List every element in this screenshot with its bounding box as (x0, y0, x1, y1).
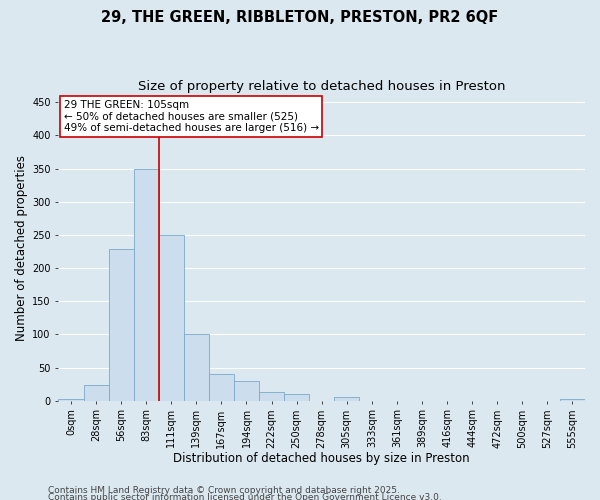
Bar (134, 168, 159, 400)
Text: 29, THE GREEN, RIBBLETON, PRESTON, PR2 6QF: 29, THE GREEN, RIBBLETON, PRESTON, PR2 6… (101, 10, 499, 25)
Bar (159, 235, 184, 400)
X-axis label: Distribution of detached houses by size in Preston: Distribution of detached houses by size … (173, 452, 470, 465)
Bar (259, 392, 284, 400)
Bar (334, 398, 359, 400)
Bar (209, 374, 234, 400)
Text: 29 THE GREEN: 105sqm
← 50% of detached houses are smaller (525)
49% of semi-deta: 29 THE GREEN: 105sqm ← 50% of detached h… (64, 100, 319, 134)
Bar (284, 394, 309, 400)
Text: Contains HM Land Registry data © Crown copyright and database right 2025.: Contains HM Land Registry data © Crown c… (48, 486, 400, 495)
Y-axis label: Number of detached properties: Number of detached properties (15, 155, 28, 341)
Bar (109, 250, 134, 400)
Bar (184, 334, 209, 400)
Title: Size of property relative to detached houses in Preston: Size of property relative to detached ho… (138, 80, 505, 93)
Text: Contains public sector information licensed under the Open Government Licence v3: Contains public sector information licen… (48, 494, 442, 500)
Bar (83, 385, 109, 400)
Bar (234, 381, 259, 400)
